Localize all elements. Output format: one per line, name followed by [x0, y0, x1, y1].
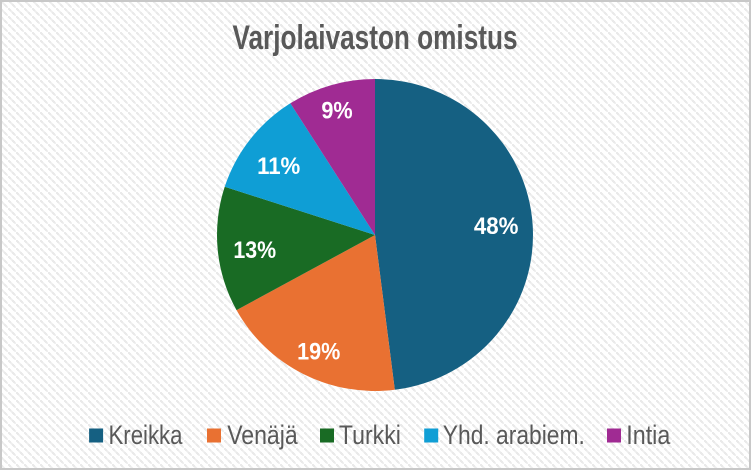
svg-text:13%: 13%	[233, 237, 276, 264]
svg-text:Intia: Intia	[626, 420, 671, 450]
svg-text:48%: 48%	[474, 213, 519, 240]
svg-text:19%: 19%	[297, 339, 340, 366]
svg-text:Kreikka: Kreikka	[109, 420, 184, 450]
svg-text:Venäjä: Venäjä	[227, 420, 298, 450]
svg-text:Turkki: Turkki	[339, 420, 401, 450]
svg-text:Varjolaivaston omistus: Varjolaivaston omistus	[233, 19, 518, 57]
svg-text:9%: 9%	[321, 97, 352, 124]
svg-text:Yhd. arabiem.: Yhd. arabiem.	[443, 420, 585, 450]
svg-text:11%: 11%	[257, 153, 300, 180]
